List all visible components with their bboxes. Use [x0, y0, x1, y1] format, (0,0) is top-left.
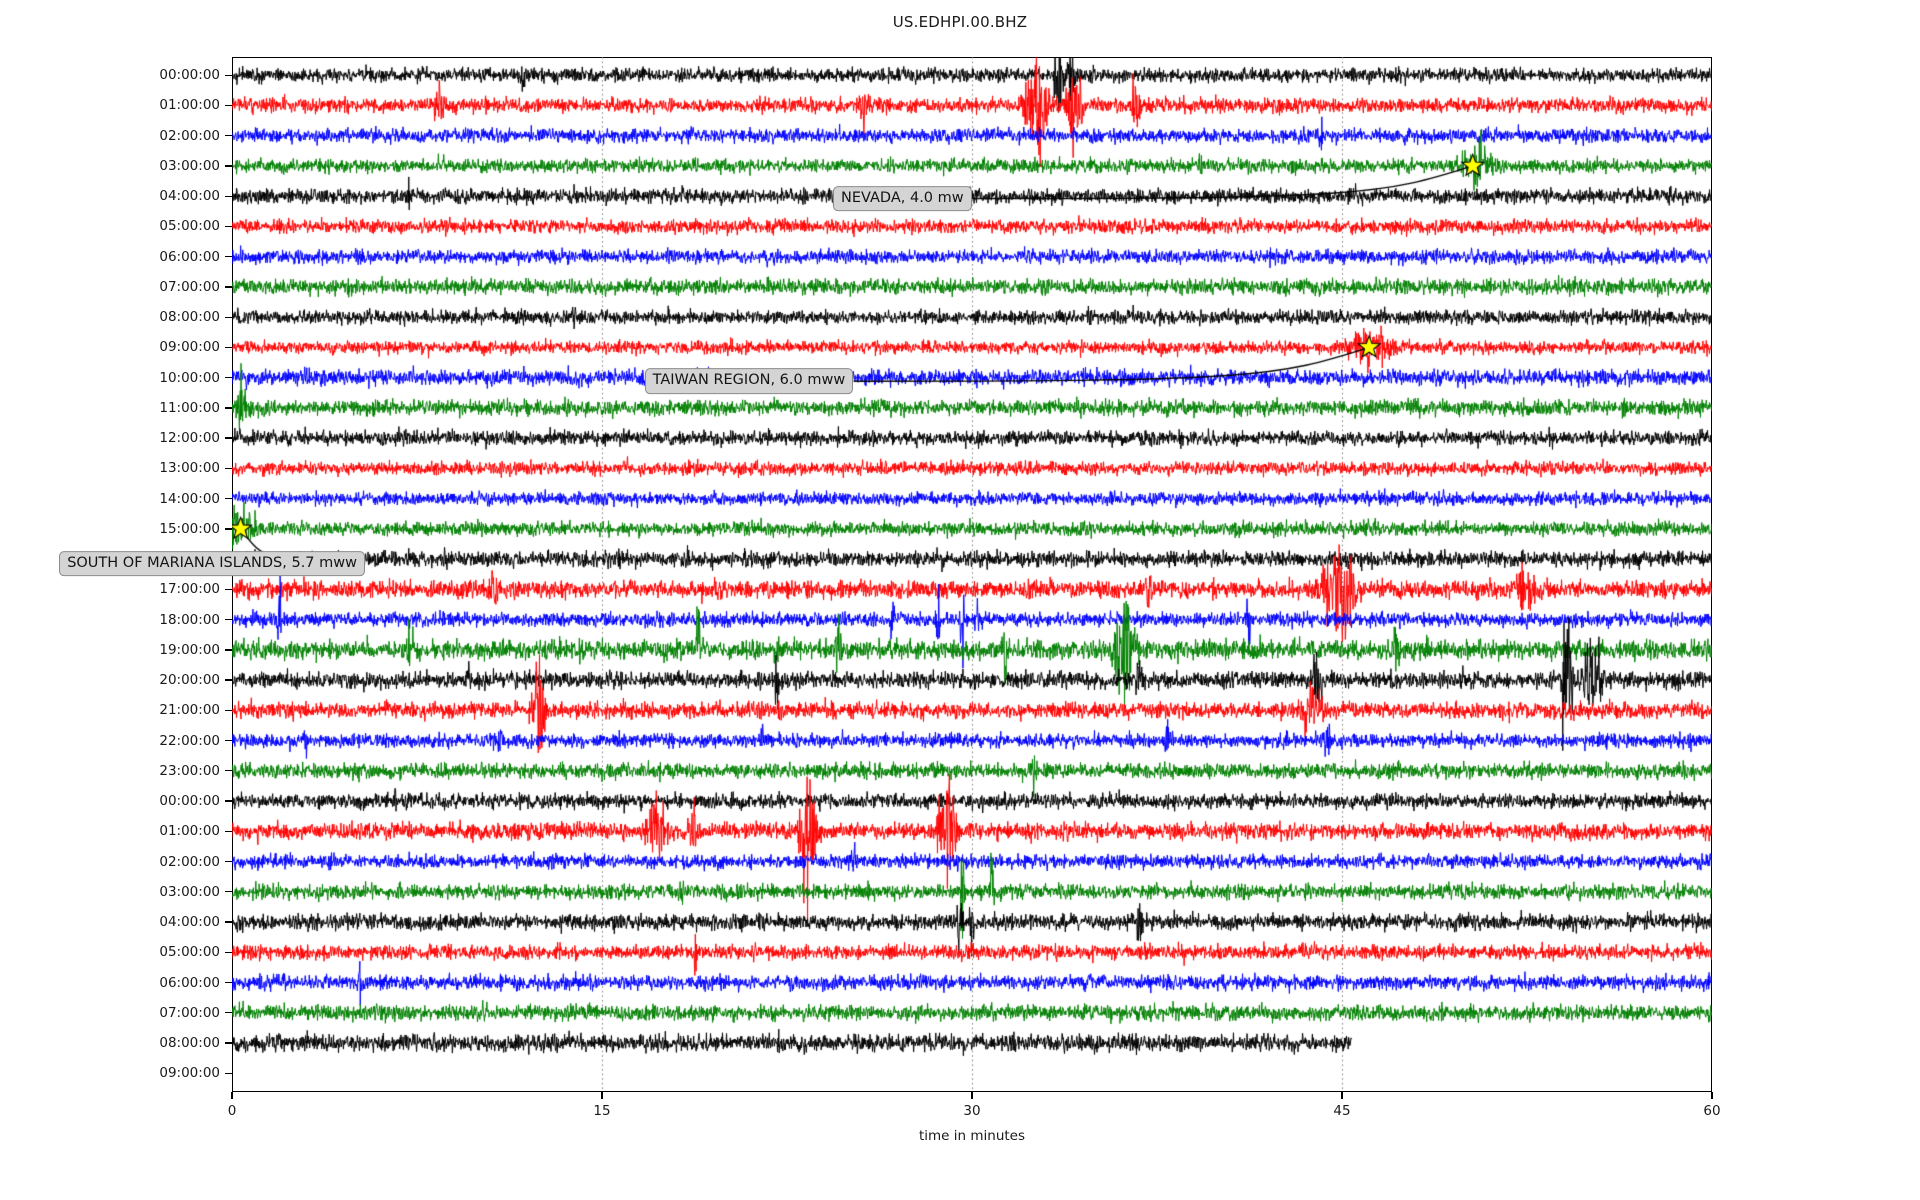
y-axis-tick-label: 08:00:00 [159, 309, 220, 326]
y-axis-tick-label: 03:00:00 [159, 883, 220, 900]
y-axis-tick-label: 09:00:00 [159, 339, 220, 356]
y-axis-tick-label: 23:00:00 [159, 762, 220, 779]
event-annotation-nevada[interactable]: NEVADA, 4.0 mw [833, 185, 972, 212]
y-axis-tick-label: 04:00:00 [159, 914, 220, 931]
y-axis-tick-mark [225, 497, 232, 500]
y-axis-tick-label: 02:00:00 [159, 853, 220, 870]
y-axis-tick-mark [225, 649, 232, 651]
y-axis-tick-mark [225, 860, 232, 863]
y-axis-tick-mark [225, 921, 232, 923]
y-axis-tick-label: 17:00:00 [159, 581, 220, 598]
y-axis-tick-mark [225, 618, 232, 621]
y-axis-tick-mark [225, 528, 232, 530]
seismogram-traces-canvas[interactable] [232, 57, 1712, 1092]
y-axis-tick-mark [225, 407, 232, 409]
y-axis-tick-label: 07:00:00 [159, 278, 220, 295]
y-axis-tick-mark [225, 709, 232, 711]
y-axis-tick-label: 15:00:00 [159, 520, 220, 537]
y-axis-tick-mark [225, 316, 232, 318]
event-annotation-taiwan[interactable]: TAIWAN REGION, 6.0 mww [644, 368, 854, 395]
y-axis-tick-mark [225, 800, 232, 802]
y-axis-tick-label: 00:00:00 [159, 793, 220, 810]
y-axis-tick-label: 20:00:00 [159, 672, 220, 689]
x-axis-tick-mark [601, 1092, 603, 1099]
x-axis-tick-label: 0 [227, 1103, 237, 1119]
x-axis-tick-label: 30 [963, 1103, 981, 1119]
y-axis-tick-label: 13:00:00 [159, 460, 220, 477]
y-axis-tick-mark [225, 588, 232, 591]
y-axis-tick-label: 09:00:00 [159, 1065, 220, 1082]
y-axis-tick-mark [225, 165, 232, 167]
y-axis-tick-label: 06:00:00 [159, 974, 220, 991]
y-axis-tick-mark [225, 256, 232, 258]
y-axis-tick-mark [225, 377, 232, 379]
y-axis-tick-label: 05:00:00 [159, 218, 220, 235]
y-axis-tick-label: 02:00:00 [159, 127, 220, 144]
event-annotation-mariana[interactable]: SOUTH OF MARIANA ISLANDS, 5.7 mww [59, 550, 365, 577]
x-axis-label: time in minutes [918, 1128, 1026, 1144]
y-axis-tick-label: 22:00:00 [159, 732, 220, 749]
y-axis-tick-mark [225, 1042, 232, 1044]
y-axis-tick-mark [225, 951, 232, 953]
y-axis-tick-mark [225, 1072, 232, 1074]
x-axis-tick-mark [231, 1092, 233, 1099]
x-axis-tick-mark [1711, 1092, 1713, 1099]
y-axis-tick-label: 00:00:00 [159, 67, 220, 84]
y-axis-tick-mark [225, 104, 232, 107]
y-axis-tick-label: 12:00:00 [159, 430, 220, 447]
y-axis-tick-label: 21:00:00 [159, 702, 220, 719]
y-axis-tick-mark [225, 770, 232, 772]
y-axis-tick-mark [225, 74, 232, 76]
y-axis-tick-mark [225, 437, 232, 439]
y-axis-tick-mark [225, 225, 232, 228]
y-axis-tick-mark [225, 1012, 232, 1014]
y-axis-tick-mark [225, 981, 232, 984]
y-axis-tick-label: 11:00:00 [159, 399, 220, 416]
y-axis-tick-mark [225, 286, 232, 288]
y-axis-tick-mark [225, 467, 232, 470]
y-axis-tick-label: 01:00:00 [159, 823, 220, 840]
y-axis-tick-label: 03:00:00 [159, 157, 220, 174]
y-axis-tick-mark [225, 346, 232, 349]
y-axis-tick-mark [225, 830, 232, 832]
y-axis-tick-mark [225, 679, 232, 681]
y-axis-tick-mark [225, 135, 232, 137]
y-axis-tick-label: 04:00:00 [159, 188, 220, 205]
y-axis-tick-label: 05:00:00 [159, 944, 220, 961]
y-axis-tick-label: 07:00:00 [159, 1004, 220, 1021]
y-axis-tick-label: 01:00:00 [159, 97, 220, 114]
y-axis-tick-mark [225, 195, 232, 197]
x-axis-tick-label: 45 [1333, 1103, 1351, 1119]
page-title: US.EDHPI.00.BHZ [892, 13, 1028, 31]
x-axis-tick-mark [971, 1092, 973, 1099]
y-axis-tick-label: 18:00:00 [159, 611, 220, 628]
y-axis-tick-label: 06:00:00 [159, 248, 220, 265]
x-axis-tick-label: 60 [1703, 1103, 1721, 1119]
x-axis-tick-mark [1341, 1092, 1343, 1099]
y-axis-tick-label: 14:00:00 [159, 490, 220, 507]
y-axis-tick-mark [225, 739, 232, 742]
y-axis-tick-mark [225, 891, 232, 893]
y-axis-tick-label: 19:00:00 [159, 641, 220, 658]
y-axis-tick-label: 08:00:00 [159, 1035, 220, 1051]
y-axis-tick-label: 10:00:00 [159, 369, 220, 386]
x-axis-tick-label: 15 [593, 1103, 611, 1119]
